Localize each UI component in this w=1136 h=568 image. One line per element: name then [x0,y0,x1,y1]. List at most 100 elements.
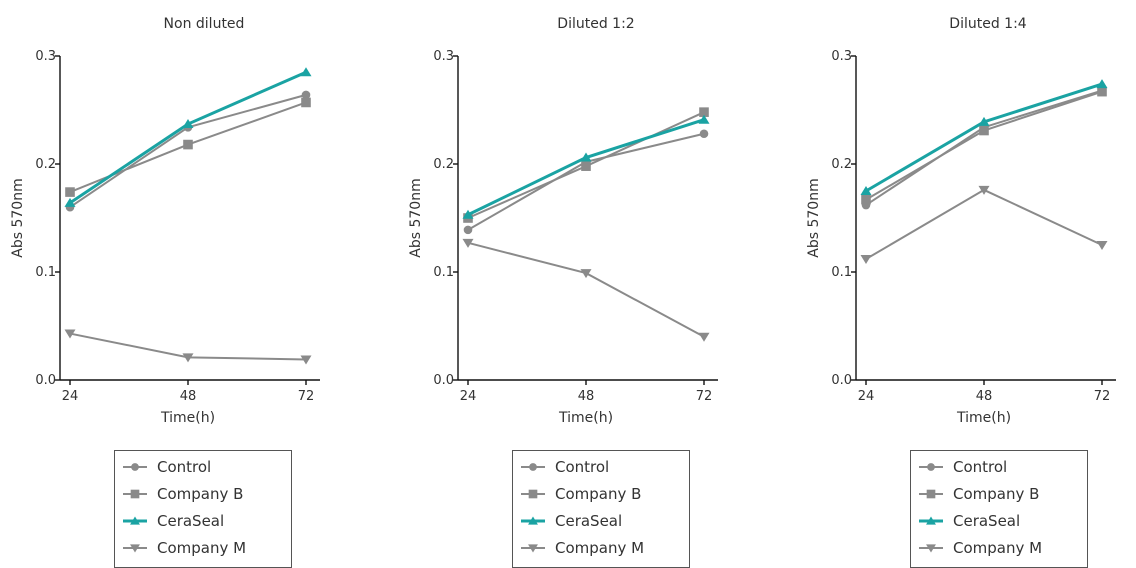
legend-marker [528,544,538,553]
y-axis-label: Abs 570nm [408,178,424,257]
x-axis-label: Time(h) [956,410,1011,426]
series-line [467,132,705,231]
data-point [1096,241,1108,250]
legend-entry: Control [519,456,685,478]
legend-label: Control [953,458,1008,476]
legend-entry: CeraSeal [519,510,685,532]
data-point [860,255,872,265]
series-line [865,188,1103,260]
series-line [865,82,1103,193]
data-point [183,139,193,150]
legend-entry: Company M [917,537,1083,559]
data-point [65,187,75,197]
series-company-b [463,107,709,223]
legend-label: Control [157,458,212,476]
legend-swatch [919,544,943,553]
data-point [699,129,709,139]
legend-label: CeraSeal [953,512,1021,530]
series-control [65,90,311,212]
data-point [580,269,592,279]
legend-swatch [521,544,545,553]
series-line [69,93,307,209]
legend-marker [131,463,139,471]
y-tick-label: 0.1 [831,265,852,280]
data-point [300,355,312,365]
series-ceraseal [860,79,1108,195]
y-tick-label: 0.2 [35,157,56,172]
data-point [861,194,871,205]
data-point [698,332,710,342]
legend-1: Control Company B CeraSeal Company M [114,450,292,568]
legend-entry: Company B [519,483,685,505]
data-point [698,114,710,124]
data-point [64,329,76,339]
legend-entry: Company B [121,483,287,505]
x-axis-label: Time(h) [558,410,613,426]
series-ceraseal [64,67,312,207]
series-line [865,90,1103,201]
y-tick-label: 0.3 [433,49,454,64]
chart-title: Diluted 1:2 [557,16,634,32]
x-tick-label: 48 [578,389,595,404]
y-axis-label: Abs 570nm [806,178,822,257]
legend-marker [528,489,538,499]
series-ceraseal [462,114,710,219]
chart-title: Diluted 1:4 [949,16,1026,32]
data-point [462,209,474,219]
series-line [467,241,705,338]
legend-entry: CeraSeal [121,510,287,532]
data-point [1096,79,1108,89]
legend-swatch [521,516,545,525]
y-tick-label: 0.0 [831,373,852,388]
legend-marker [927,463,935,471]
series-company-m [64,329,312,365]
y-tick-label: 0.1 [433,265,454,280]
data-point [580,152,592,162]
legend-entry: Company M [121,537,287,559]
y-tick-label: 0.0 [433,373,454,388]
legend-label: Company M [157,539,247,557]
legend-swatch [919,463,943,471]
chart-panel-2: Diluted 1:2 0.0 0.1 0.2 0.3 24 48 72 Time(h) Abs … [408,16,718,426]
data-point [978,185,990,195]
figure-root: Non diluted 0.0 0.1 0.2 0.3 24 48 72 Time(h) Abs … [10,16,1116,568]
data-point [979,125,989,136]
legend-entry: Company M [519,537,685,559]
legend-marker [130,544,140,553]
legend-marker [130,489,140,499]
data-point [463,225,473,235]
legend-label: CeraSeal [555,512,623,530]
legend-marker [926,489,936,499]
legend-label: Company B [555,485,642,503]
x-tick-label: 48 [180,389,197,404]
chart-panel-3: Diluted 1:4 0.0 0.1 0.2 0.3 24 48 72 Time(h) Abs … [806,16,1116,426]
legend-swatch [123,544,147,553]
legend-label: Company M [555,539,645,557]
charts-canvas: Non diluted 0.0 0.1 0.2 0.3 24 48 72 Time(h) Abs … [10,16,1116,426]
y-tick-label: 0.2 [433,157,454,172]
data-point [581,161,591,171]
series-company-m [860,185,1108,265]
data-point [860,186,872,195]
y-tick-label: 0.1 [35,265,56,280]
y-tick-label: 0.2 [831,157,852,172]
y-axis-label: Abs 570nm [10,178,26,257]
legend-swatch [919,489,943,499]
x-tick-label: 48 [976,389,993,404]
data-point [699,107,709,117]
data-point [301,97,311,108]
legend-swatch [521,463,545,471]
legend-label: Company B [157,485,244,503]
legend-2: Control Company B CeraSeal Company M [512,450,690,568]
legend-marker [528,516,538,525]
legend-marker [529,463,537,471]
data-point [182,119,194,129]
y-tick-label: 0.3 [35,49,56,64]
data-point [462,238,474,248]
x-axis-label: Time(h) [160,410,215,426]
x-tick-label: 72 [1094,389,1111,404]
legend-label: Company M [953,539,1043,557]
x-tick-label: 24 [62,389,79,404]
legend-marker [926,544,936,553]
data-point [301,90,311,100]
